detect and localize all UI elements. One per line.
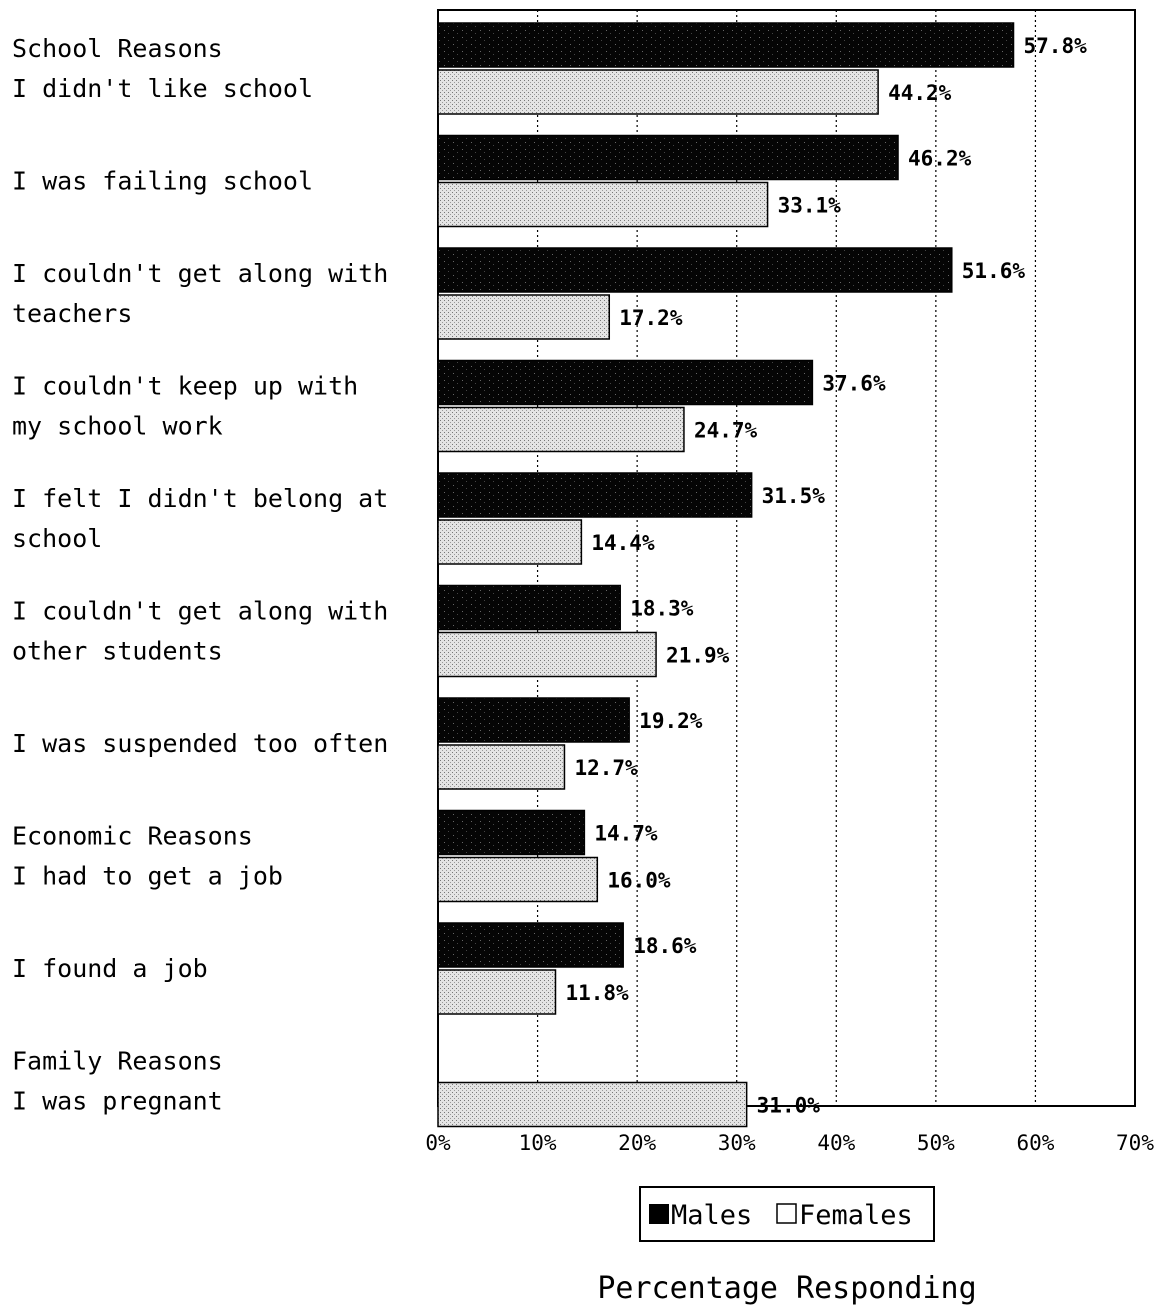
male-bar bbox=[437, 809, 586, 856]
male-value-label: 14.7% bbox=[594, 822, 658, 846]
female-value-label: 16.0% bbox=[607, 869, 671, 893]
x-tick-label: 70% bbox=[1116, 1131, 1154, 1155]
category-label: I had to get a job bbox=[12, 862, 283, 891]
category-label: I was suspended too often bbox=[12, 729, 388, 758]
category-label: I couldn't keep up with bbox=[12, 372, 358, 401]
male-value-label: 31.5% bbox=[762, 484, 826, 508]
x-tick-label: 40% bbox=[817, 1131, 855, 1155]
female-value-label: 14.4% bbox=[591, 531, 655, 555]
x-tick-label: 20% bbox=[618, 1131, 656, 1155]
x-axis-ticks: 0% 10% 20% 30% 40% 50% 60% 70% bbox=[425, 1131, 1154, 1155]
category-label: I didn't like school bbox=[12, 74, 313, 103]
female-bar bbox=[437, 969, 557, 1015]
female-value-label: 17.2% bbox=[619, 306, 683, 330]
x-tick-label: 0% bbox=[425, 1131, 451, 1155]
bars bbox=[437, 22, 1015, 1128]
male-value-label: 18.3% bbox=[630, 597, 694, 621]
male-bar bbox=[437, 359, 814, 406]
male-bar bbox=[437, 922, 624, 968]
legend-swatch-females bbox=[776, 1203, 797, 1224]
female-bar bbox=[437, 69, 879, 115]
category-label: school bbox=[12, 524, 102, 553]
category-label: I found a job bbox=[12, 954, 208, 983]
male-value-label: 57.8% bbox=[1024, 34, 1088, 58]
category-label: Family Reasons bbox=[12, 1047, 223, 1076]
female-bar bbox=[437, 1081, 748, 1128]
x-tick-label: 50% bbox=[917, 1131, 955, 1155]
female-value-label: 21.9% bbox=[666, 644, 730, 668]
category-labels: School Reasons I didn't like school I was … bbox=[12, 34, 388, 1116]
male-bar bbox=[437, 472, 753, 518]
category-label: School Reasons bbox=[12, 34, 223, 63]
male-value-label: 51.6% bbox=[962, 259, 1026, 283]
male-value-label: 46.2% bbox=[908, 147, 972, 171]
category-label: I couldn't get along with bbox=[12, 259, 388, 288]
female-bar bbox=[437, 519, 583, 565]
legend: Males Females bbox=[639, 1186, 935, 1242]
female-value-label: 12.7% bbox=[574, 756, 638, 780]
female-value-label: 24.7% bbox=[694, 419, 758, 443]
category-label: my school work bbox=[12, 412, 223, 441]
male-value-label: 19.2% bbox=[639, 709, 703, 733]
male-bar bbox=[437, 134, 899, 181]
category-label: I felt I didn't belong at bbox=[12, 484, 388, 513]
male-bar bbox=[437, 584, 621, 631]
female-bar bbox=[437, 406, 685, 453]
category-label: I was failing school bbox=[12, 167, 313, 196]
category-label: I couldn't get along with bbox=[12, 597, 388, 626]
male-value-label: 37.6% bbox=[822, 372, 886, 396]
category-label: other students bbox=[12, 637, 223, 666]
x-axis-title: Percentage Responding bbox=[597, 1271, 976, 1306]
category-label: teachers bbox=[12, 299, 132, 328]
male-bar bbox=[437, 247, 953, 293]
category-label: Economic Reasons bbox=[12, 822, 253, 851]
female-bar bbox=[437, 744, 566, 790]
x-tick-label: 30% bbox=[718, 1131, 756, 1155]
female-bar bbox=[437, 181, 769, 228]
category-label: I was pregnant bbox=[12, 1087, 223, 1116]
female-value-label: 33.1% bbox=[778, 194, 842, 218]
legend-label-females: Females bbox=[799, 1200, 913, 1231]
female-bar bbox=[437, 631, 657, 678]
female-value-label: 31.0% bbox=[757, 1094, 821, 1118]
legend-label-males: Males bbox=[671, 1200, 752, 1231]
x-tick-label: 10% bbox=[519, 1131, 557, 1155]
female-bar bbox=[437, 856, 599, 903]
male-bar bbox=[437, 697, 630, 743]
legend-swatch-males bbox=[649, 1204, 669, 1224]
female-bar bbox=[437, 294, 611, 340]
male-value-label: 18.6% bbox=[633, 934, 697, 958]
data-labels: 57.8% 44.2% 46.2% 33.1% 51.6% 17.2% 37.6% 24.7%… bbox=[565, 34, 1087, 1118]
female-value-label: 11.8% bbox=[565, 981, 629, 1005]
female-value-label: 44.2% bbox=[888, 81, 952, 105]
x-tick-label: 60% bbox=[1016, 1131, 1054, 1155]
male-bar bbox=[437, 22, 1015, 68]
